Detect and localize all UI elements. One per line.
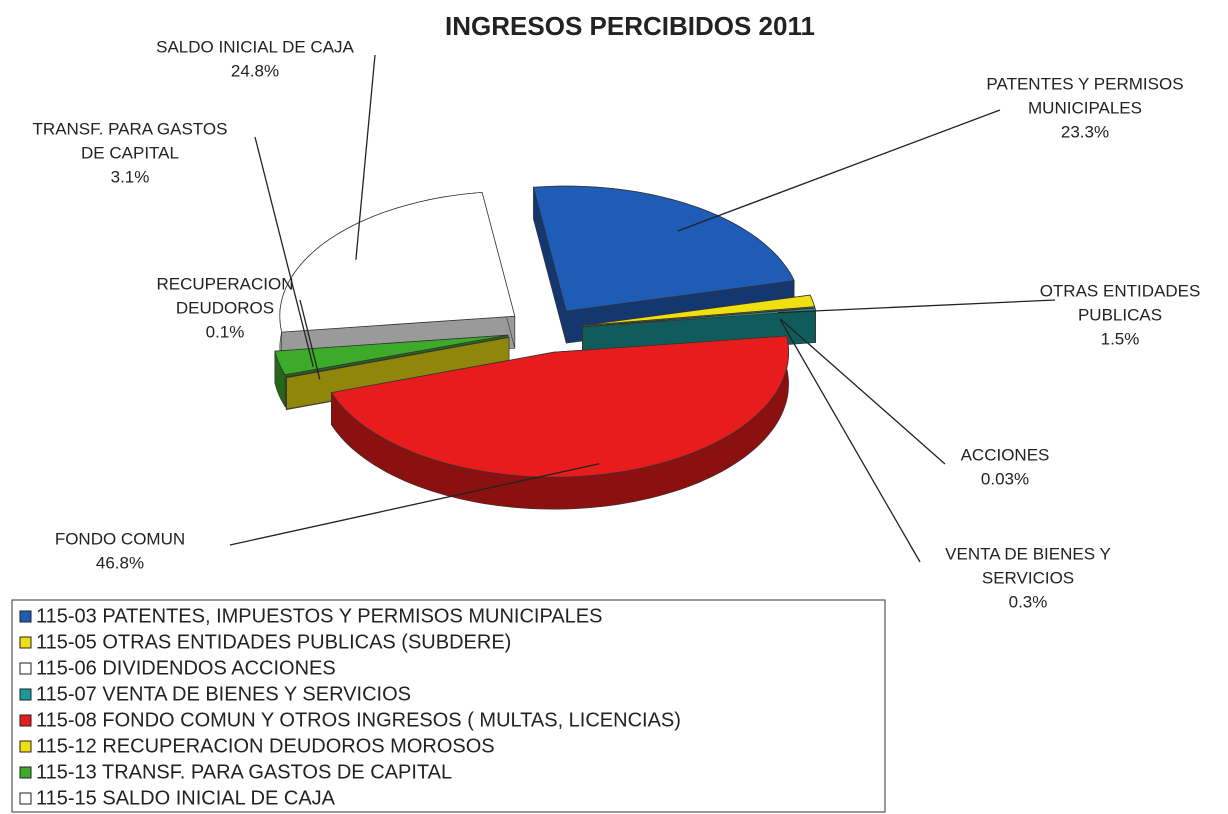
slice-label: SERVICIOS	[982, 568, 1074, 587]
chart-title: INGRESOS PERCIBIDOS 2011	[445, 11, 815, 41]
slice-label: RECUPERACION	[157, 274, 294, 293]
slice	[582, 307, 817, 328]
value-label: 3.1%	[111, 167, 150, 186]
slice-label: DE CAPITAL	[81, 143, 179, 162]
value-label: 0.03%	[981, 469, 1029, 488]
legend-box	[11, 599, 886, 813]
legend-label: 115-05 OTRAS ENTIDADES PUBLICAS (SUBDERE…	[36, 631, 511, 653]
value-label: 0.3%	[1009, 592, 1048, 611]
slice-label: ACCIONES	[961, 445, 1050, 464]
leader-line	[254, 136, 314, 368]
legend-label: 115-12 RECUPERACION DEUDOROS MOROSOS	[36, 735, 495, 757]
leader-line	[677, 109, 1001, 232]
slice-label: MUNICIPALES	[1028, 98, 1142, 117]
leader-line	[229, 463, 600, 546]
slice	[330, 335, 789, 478]
legend-label: 115-13 TRANSF. PARA GASTOS DE CAPITAL	[36, 761, 452, 783]
slice-label: DEUDOROS	[176, 298, 274, 317]
slice-label: PATENTES Y PERMISOS	[986, 74, 1183, 93]
slice-label: OTRAS ENTIDADES	[1040, 281, 1201, 300]
slice	[532, 185, 795, 312]
legend-label: 115-15 SALDO INICIAL DE CAJA	[36, 787, 336, 809]
slice	[279, 191, 516, 333]
leader-line	[778, 299, 1056, 314]
value-label: 24.8%	[231, 61, 279, 80]
slice-label: PUBLICAS	[1078, 305, 1162, 324]
leader-line	[355, 54, 376, 260]
leader-line	[779, 319, 921, 563]
legend-swatch	[19, 688, 32, 701]
value-label: 1.5%	[1101, 329, 1140, 348]
slice-label: SALDO INICIAL DE CAJA	[156, 37, 354, 56]
slice-label: FONDO COMUN	[55, 529, 185, 548]
legend-swatch	[19, 610, 32, 623]
slice-label: TRANSF. PARA GASTOS	[33, 119, 228, 138]
slice-side	[814, 308, 816, 343]
value-label: 46.8%	[96, 553, 144, 572]
legend-swatch	[19, 792, 32, 805]
value-label: 23.3%	[1061, 122, 1109, 141]
legend-label: 115-07 VENTA DE BIENES Y SERVICIOS	[36, 683, 411, 705]
slice	[274, 334, 509, 376]
legend-swatch	[19, 662, 32, 675]
legend-label: 115-08 FONDO COMUN Y OTROS INGRESOS ( MU…	[36, 709, 681, 731]
legend-swatch	[19, 714, 32, 727]
value-label: 0.1%	[206, 322, 245, 341]
slice-label: VENTA DE BIENES Y	[945, 544, 1111, 563]
legend-label: 115-03 PATENTES, IMPUESTOS Y PERMISOS MU…	[36, 605, 602, 627]
legend-swatch	[19, 766, 32, 779]
leader-line	[779, 318, 946, 465]
legend-swatch	[19, 740, 32, 753]
legend-swatch	[19, 636, 32, 649]
slice	[285, 336, 510, 379]
slice	[582, 294, 816, 326]
legend-label: 115-06 DIVIDENDOS ACCIONES	[36, 657, 336, 679]
leader-line	[299, 299, 321, 380]
